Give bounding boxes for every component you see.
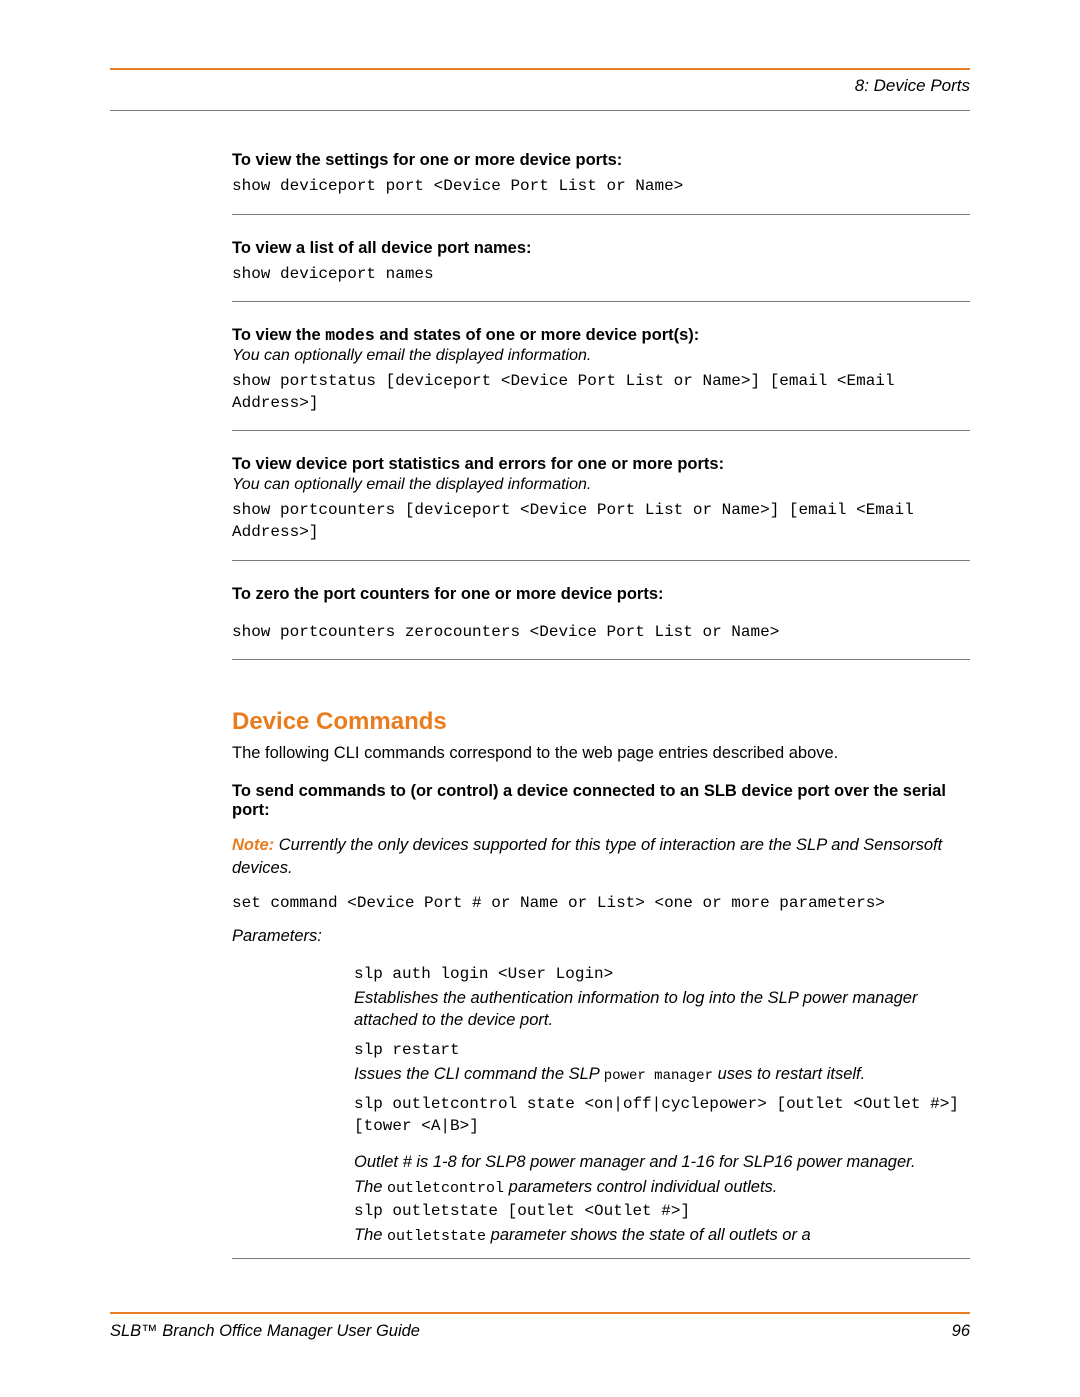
note-label: Note: bbox=[232, 836, 274, 854]
p3b-b: parameters control individual outlets. bbox=[504, 1178, 777, 1196]
params-block: slp auth login <User Login> Establishes … bbox=[354, 964, 970, 1248]
param-cmd-4: slp outletstate [outlet <Outlet #>] bbox=[354, 1201, 970, 1223]
chapter-label: 8: Device Ports bbox=[110, 76, 970, 96]
separator bbox=[232, 659, 970, 660]
end-rule bbox=[232, 1258, 970, 1259]
send-title: To send commands to (or control) a devic… bbox=[232, 782, 970, 820]
cmd-3: show portstatus [deviceport <Device Port… bbox=[232, 371, 970, 414]
section-title-5: To zero the port counters for one or mor… bbox=[232, 585, 970, 604]
section-title-1: To view the settings for one or more dev… bbox=[232, 151, 970, 170]
send-cmd: set command <Device Port # or Name or Li… bbox=[232, 893, 970, 915]
section-title-3: To view the modes and states of one or m… bbox=[232, 326, 970, 345]
heading-device-commands: Device Commands bbox=[232, 708, 970, 736]
param-desc-2: Issues the CLI command the SLP power man… bbox=[354, 1063, 970, 1086]
p3b-a: The bbox=[354, 1178, 387, 1196]
title-part-b: and states of one or more device port(s)… bbox=[375, 326, 700, 344]
footer: SLB™ Branch Office Manager User Guide 96 bbox=[110, 1312, 970, 1341]
cmd-5: show portcounters zerocounters <Device P… bbox=[232, 622, 970, 644]
separator bbox=[232, 214, 970, 215]
params-label: Parameters: bbox=[232, 927, 970, 946]
param-desc-1: Establishes the authentication informati… bbox=[354, 987, 970, 1032]
cmd-1: show deviceport port <Device Port List o… bbox=[232, 176, 970, 198]
section-note-3: You can optionally email the displayed i… bbox=[232, 347, 970, 365]
title-mono: modes bbox=[325, 326, 375, 345]
p4-a: The bbox=[354, 1226, 387, 1244]
footer-row: SLB™ Branch Office Manager User Guide 96 bbox=[110, 1322, 970, 1341]
footer-rule bbox=[110, 1312, 970, 1314]
cmd-4: show portcounters [deviceport <Device Po… bbox=[232, 500, 970, 543]
page-number: 96 bbox=[952, 1322, 970, 1341]
section-note-4: You can optionally email the displayed i… bbox=[232, 476, 970, 494]
param-cmd-2: slp restart bbox=[354, 1040, 970, 1062]
p4-mono: outletstate bbox=[387, 1228, 486, 1245]
page: 8: Device Ports To view the settings for… bbox=[0, 0, 1080, 1397]
separator bbox=[232, 430, 970, 431]
p4-b: parameter shows the state of all outlets… bbox=[486, 1226, 811, 1244]
param-cmd-1: slp auth login <User Login> bbox=[354, 964, 970, 986]
thin-rule-top bbox=[110, 110, 970, 111]
param-cmd-3: slp outletcontrol state <on|off|cyclepow… bbox=[354, 1094, 970, 1137]
title-part-a: To view the bbox=[232, 326, 325, 344]
p2-desc-a: Issues the CLI command the SLP bbox=[354, 1065, 604, 1083]
note-body: Currently the only devices supported for… bbox=[232, 836, 942, 876]
param-desc-3b: The outletcontrol parameters control ind… bbox=[354, 1176, 970, 1199]
p2-desc-mono: power manager bbox=[604, 1068, 713, 1084]
note-line: Note: Currently the only devices support… bbox=[232, 834, 970, 879]
content-area: To view the settings for one or more dev… bbox=[232, 151, 970, 1259]
param-desc-3a: Outlet # is 1-8 for SLP8 power manager a… bbox=[354, 1151, 970, 1173]
cmd-2: show deviceport names bbox=[232, 264, 970, 286]
section-title-4: To view device port statistics and error… bbox=[232, 455, 970, 474]
separator bbox=[232, 301, 970, 302]
intro-text: The following CLI commands correspond to… bbox=[232, 742, 970, 764]
footer-title: SLB™ Branch Office Manager User Guide bbox=[110, 1322, 420, 1341]
param-desc-4: The outletstate parameter shows the stat… bbox=[354, 1224, 970, 1247]
separator bbox=[232, 560, 970, 561]
p3b-mono: outletcontrol bbox=[387, 1180, 504, 1197]
section-title-2: To view a list of all device port names: bbox=[232, 239, 970, 258]
p2-desc-b: uses to restart itself. bbox=[713, 1065, 865, 1083]
header-rule bbox=[110, 68, 970, 70]
